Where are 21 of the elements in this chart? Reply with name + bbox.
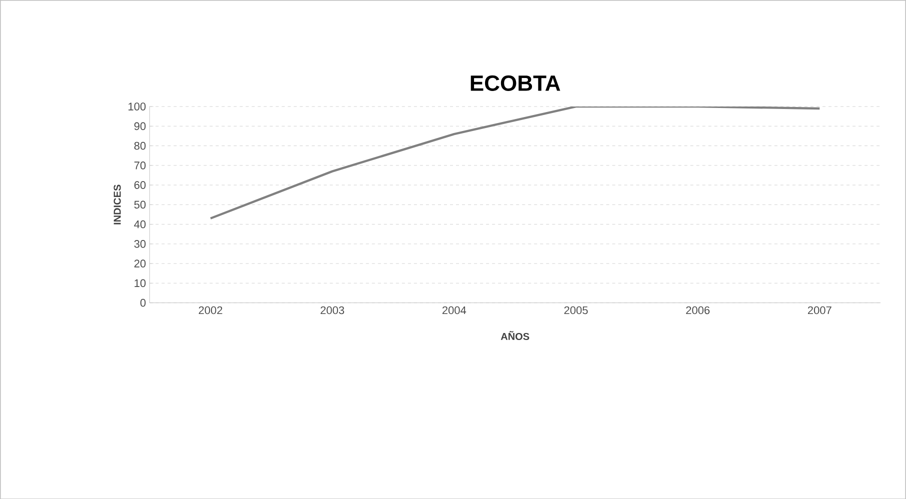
x-tick-label: 2007	[808, 306, 832, 314]
y-tick-label: 80	[134, 142, 146, 150]
y-tick-label: 70	[134, 161, 146, 170]
line-series	[209, 106, 821, 220]
y-tick-label: 60	[134, 180, 146, 189]
y-axis-title: INDICES	[114, 184, 121, 224]
y-tick-label: 50	[134, 200, 146, 208]
x-axis-title: AÑOS	[500, 330, 530, 340]
chart-title: ECOBTA	[470, 75, 560, 91]
y-tick-label: 90	[134, 122, 146, 130]
x-tick-label: 2003	[320, 306, 344, 314]
x-tick-label: 2004	[442, 306, 466, 314]
y-tick-label: 10	[134, 279, 146, 287]
y-tick-label: 30	[134, 240, 146, 248]
y-tick-label: 20	[134, 259, 146, 268]
x-tick-label: 2006	[686, 306, 710, 314]
x-tick-label: 2005	[564, 306, 588, 314]
x-tick-label: 2002	[198, 306, 222, 314]
y-tick-label: 100	[128, 102, 146, 110]
y-tick-label: 0	[140, 298, 146, 306]
y-tick-label: 40	[134, 220, 146, 228]
